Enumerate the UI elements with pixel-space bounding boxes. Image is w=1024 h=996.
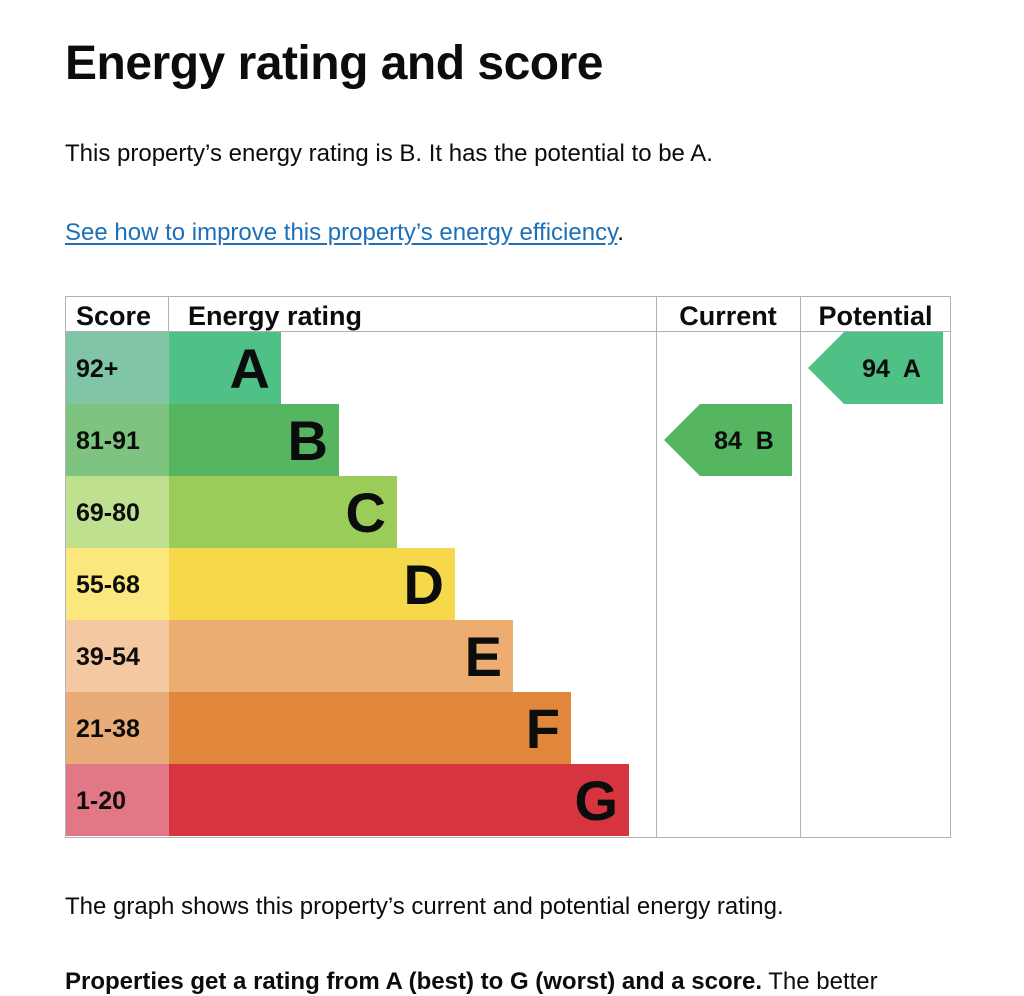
potential-header: Potential — [818, 301, 932, 331]
score-header: Score — [76, 301, 151, 331]
improve-efficiency-link[interactable]: See how to improve this property’s energ… — [65, 219, 618, 246]
score-cell-a — [65, 332, 169, 404]
improve-link-suffix: . — [617, 219, 624, 246]
graph-caption: The graph shows this property’s current … — [65, 893, 784, 920]
rating-letter-d: D — [404, 553, 444, 616]
rating-bar-f — [169, 692, 571, 764]
potential-rating-arrow — [808, 332, 943, 404]
potential-rating-label: 94 A — [862, 355, 921, 383]
rating-letter-f: F — [526, 697, 560, 760]
rating-letter-a: A — [230, 337, 270, 400]
rating-explanation-bold: Properties get a rating from A (best) to… — [65, 968, 762, 995]
improve-link-line: See how to improve this property’s energ… — [65, 219, 624, 247]
score-range-g: 1-20 — [76, 787, 126, 815]
rating-bar-b — [169, 404, 339, 476]
rating-bar-a — [169, 332, 281, 404]
rating-bar-e — [169, 620, 513, 692]
rating-letter-e: E — [465, 625, 502, 688]
current-rating-label: 84 B — [714, 427, 774, 455]
score-cell-b — [65, 404, 169, 476]
rating-bar-g — [169, 764, 629, 836]
score-range-d: 55-68 — [76, 571, 140, 599]
score-cell-g — [65, 764, 169, 836]
page-title: Energy rating and score — [65, 37, 604, 90]
energy-rating-graph: Score Energy rating Current Potential 92+ A 81… — [65, 296, 951, 838]
score-cell-c — [65, 476, 169, 548]
energy-rating-header: Energy rating — [188, 301, 362, 331]
rating-explanation-rest: The better — [762, 968, 878, 995]
rating-letter-g: G — [574, 769, 618, 832]
score-range-f: 21-38 — [76, 715, 140, 743]
energy-rating-chart: Score Energy rating Current Potential 92+ A 81… — [65, 296, 951, 838]
rating-summary: This property’s energy rating is B. It h… — [65, 140, 713, 167]
chart-border — [65, 296, 951, 838]
score-range-e: 39-54 — [76, 643, 140, 671]
rating-letter-b: B — [288, 409, 328, 472]
score-range-a: 92+ — [76, 355, 118, 383]
current-rating-arrow — [664, 404, 792, 476]
rating-bar-d — [169, 548, 455, 620]
score-range-b: 81-91 — [76, 427, 140, 455]
rating-letter-c: C — [346, 481, 386, 544]
rating-bar-c — [169, 476, 397, 548]
current-header: Current — [679, 301, 777, 331]
rating-explanation: Properties get a rating from A (best) to… — [65, 968, 878, 996]
score-cell-e — [65, 620, 169, 692]
score-cell-f — [65, 692, 169, 764]
score-cell-d — [65, 548, 169, 620]
score-range-c: 69-80 — [76, 499, 140, 527]
